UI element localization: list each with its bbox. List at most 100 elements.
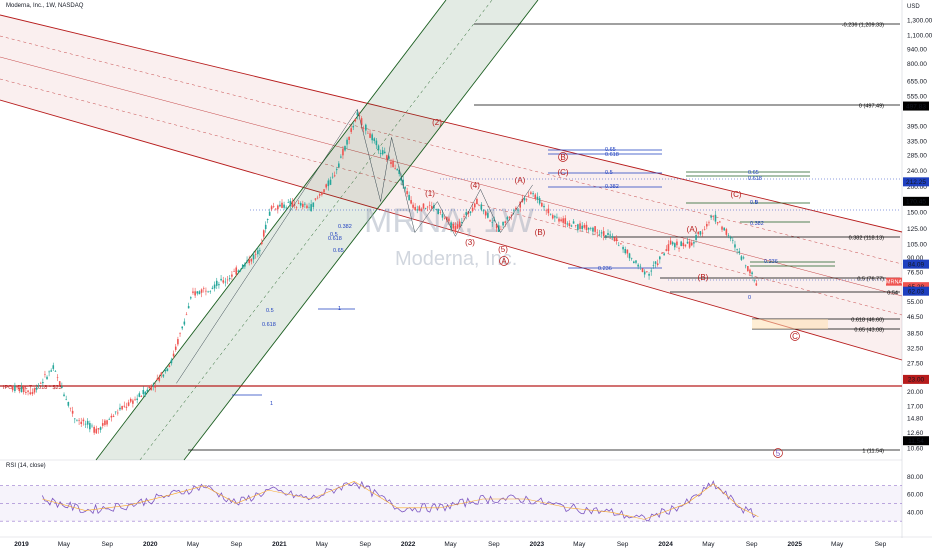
price-candle-body <box>710 215 712 218</box>
price-badge-value: 11.54 <box>908 438 924 445</box>
price-candle-body <box>473 203 476 208</box>
price-candle-body <box>287 202 290 203</box>
price-candle-body <box>678 247 680 249</box>
fib-small-label: 1 <box>338 306 341 312</box>
price-axis-tick: 12.60 <box>907 430 924 437</box>
wave-path <box>176 108 533 384</box>
wave-label: (C) <box>557 168 568 177</box>
fib-small-label: 0.5 <box>330 232 338 238</box>
price-candle-body <box>583 225 586 228</box>
price-candle-body <box>146 389 149 392</box>
price-candle-body <box>129 398 132 402</box>
price-badge-value: 62.03 <box>908 288 925 295</box>
price-candle-body <box>564 218 567 224</box>
fib-small-label: 0 <box>748 295 751 301</box>
price-badge-value: 84.09 <box>908 261 925 268</box>
price-candle-body <box>354 118 357 122</box>
price-candle-body <box>617 245 620 247</box>
price-candle-body <box>67 401 70 406</box>
price-candle-body <box>504 221 507 223</box>
price-candle-body <box>418 206 421 211</box>
rsi-label: RSI (14, close) <box>6 463 46 469</box>
ascending-channel-line <box>183 0 539 461</box>
ascending-channel-midline <box>139 0 493 461</box>
price-candle-body <box>742 257 745 259</box>
price-axis-tick: 800.00 <box>907 61 927 68</box>
time-axis-tick: May <box>831 541 844 548</box>
price-candle-body <box>358 115 361 116</box>
time-axis-tick: May <box>316 541 329 548</box>
price-axis-tick: 125.00 <box>907 226 927 233</box>
price-candle-body <box>392 160 394 168</box>
price-candle-body <box>725 229 728 235</box>
price-candle-body <box>581 225 583 229</box>
price-candle-body <box>69 407 72 409</box>
price-candle-body <box>270 206 273 210</box>
price-candle-body <box>213 284 216 289</box>
fib-small-label: 0.618 <box>328 236 342 242</box>
price-candle-body <box>635 260 637 263</box>
price-candle-body <box>435 209 437 210</box>
price-candle-body <box>562 218 564 223</box>
fib-level-label: 0.54 <box>887 291 898 297</box>
price-badge <box>903 177 929 187</box>
price-candle-body <box>33 388 36 393</box>
time-axis-tick: Sep <box>359 541 371 548</box>
price-candle-body <box>177 339 179 345</box>
price-candle-body <box>76 420 78 422</box>
price-candle-body <box>491 222 494 223</box>
price-candle-body <box>408 194 410 201</box>
time-axis-tick: May <box>444 541 457 548</box>
price-candle-body <box>500 229 502 230</box>
price-candle-body <box>367 132 369 134</box>
price-axis-tick: 285.00 <box>907 153 927 160</box>
price-candle-body <box>701 232 704 234</box>
fib-small-label: 0.236 <box>598 266 612 272</box>
price-axis-tick: 150.00 <box>907 210 927 217</box>
price-candle-body <box>585 224 588 231</box>
price-candle-body <box>394 168 396 169</box>
price-candle-body <box>613 237 616 242</box>
price-candle-body <box>495 223 498 229</box>
ascending-channel-line <box>95 0 447 461</box>
price-candle-body <box>318 194 321 196</box>
price-candle-body <box>611 236 614 238</box>
time-axis-tick: 2025 <box>788 541 803 548</box>
price-axis-tick: 1,100.00 <box>907 33 932 40</box>
price-candle-body <box>166 368 169 371</box>
wave-label-circle <box>499 256 509 266</box>
price-candle-body <box>350 128 352 132</box>
price-candle-body <box>335 169 338 171</box>
price-candle-body <box>390 161 392 165</box>
descending-channel-fill <box>0 15 902 360</box>
price-candle-body <box>570 225 573 227</box>
price-candle-body <box>659 256 661 260</box>
price-candle-body <box>712 216 715 218</box>
price-candle-body <box>156 378 159 381</box>
price-candle-body <box>579 223 581 229</box>
price-candle-body <box>22 386 25 393</box>
price-candle-body <box>736 249 738 251</box>
price-candle-body <box>400 177 402 181</box>
rsi-axis-tick: 40.00 <box>907 509 924 516</box>
price-candle-body <box>398 169 400 175</box>
price-candle-body <box>302 203 304 208</box>
price-candle-body <box>441 214 444 218</box>
time-axis-tick: Sep <box>875 541 887 548</box>
wave-label: (2) <box>432 118 442 127</box>
price-badge <box>903 196 929 206</box>
price-candle-body <box>566 223 569 225</box>
price-axis-tick: 10.60 <box>907 445 924 452</box>
price-candle-body <box>283 204 285 208</box>
price-candle-body <box>346 139 348 145</box>
wave-label: (C) <box>730 190 741 199</box>
price-candle-body <box>123 405 126 407</box>
price-candle-body <box>119 407 121 410</box>
wave-label: (1) <box>425 189 435 198</box>
fib-small-label: 0.5 <box>605 170 613 176</box>
price-axis-tick: 14.80 <box>907 416 924 423</box>
price-candle-body <box>152 385 155 387</box>
price-axis-tick: 46.50 <box>907 314 924 321</box>
price-candle-body <box>428 205 431 206</box>
